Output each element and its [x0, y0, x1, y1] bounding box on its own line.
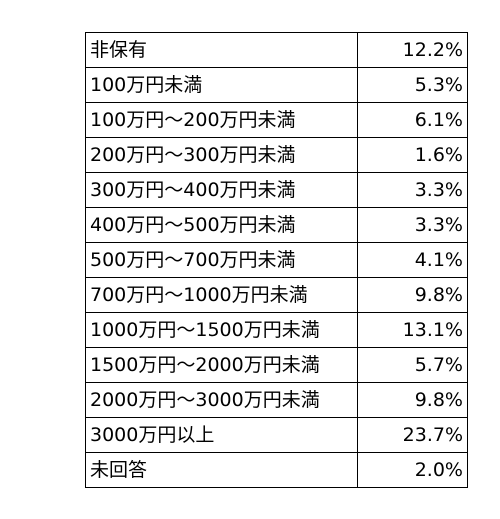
- table-row: 3000万円以上 23.7%: [85, 417, 468, 453]
- row-value: 6.1%: [357, 102, 468, 138]
- row-value: 5.3%: [357, 67, 468, 103]
- row-value: 23.7%: [357, 417, 468, 453]
- row-value: 9.8%: [357, 277, 468, 313]
- row-label: 700万円～1000万円未満: [85, 277, 358, 313]
- row-label: 1000万円～1500万円未満: [85, 312, 358, 348]
- row-value: 3.3%: [357, 172, 468, 208]
- table-row: 未回答 2.0%: [85, 452, 468, 488]
- row-label: 500万円～700万円未満: [85, 242, 358, 278]
- row-label: 1500万円～2000万円未満: [85, 347, 358, 383]
- row-label: 100万円～200万円未満: [85, 102, 358, 138]
- data-table: 非保有 12.2% 100万円未満 5.3% 100万円～200万円未満 6.1…: [85, 32, 468, 488]
- row-value: 1.6%: [357, 137, 468, 173]
- table-row: 500万円～700万円未満 4.1%: [85, 242, 468, 278]
- row-value: 2.0%: [357, 452, 468, 488]
- row-value: 3.3%: [357, 207, 468, 243]
- table-row: 400万円～500万円未満 3.3%: [85, 207, 468, 243]
- row-value: 9.8%: [357, 382, 468, 418]
- table-row: 1000万円～1500万円未満 13.1%: [85, 312, 468, 348]
- row-label: 2000万円～3000万円未満: [85, 382, 358, 418]
- row-label: 300万円～400万円未満: [85, 172, 358, 208]
- row-value: 13.1%: [357, 312, 468, 348]
- row-label: 400万円～500万円未満: [85, 207, 358, 243]
- row-value: 12.2%: [357, 32, 468, 68]
- table-row: 100万円～200万円未満 6.1%: [85, 102, 468, 138]
- table-row: 700万円～1000万円未満 9.8%: [85, 277, 468, 313]
- row-label: 100万円未満: [85, 67, 358, 103]
- row-label: 非保有: [85, 32, 358, 68]
- table-row: 100万円未満 5.3%: [85, 67, 468, 103]
- row-label: 200万円～300万円未満: [85, 137, 358, 173]
- table-row: 1500万円～2000万円未満 5.7%: [85, 347, 468, 383]
- row-value: 4.1%: [357, 242, 468, 278]
- table-row: 2000万円～3000万円未満 9.8%: [85, 382, 468, 418]
- table-row: 300万円～400万円未満 3.3%: [85, 172, 468, 208]
- table-row: 200万円～300万円未満 1.6%: [85, 137, 468, 173]
- table-row: 非保有 12.2%: [85, 32, 468, 68]
- row-label: 未回答: [85, 452, 358, 488]
- row-label: 3000万円以上: [85, 417, 358, 453]
- table-body: 非保有 12.2% 100万円未満 5.3% 100万円～200万円未満 6.1…: [85, 32, 468, 488]
- row-value: 5.7%: [357, 347, 468, 383]
